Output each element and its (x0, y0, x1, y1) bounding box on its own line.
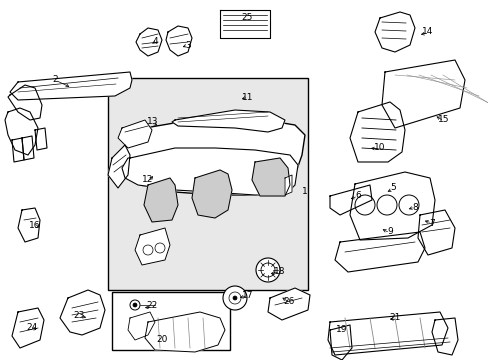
Polygon shape (136, 28, 162, 56)
Polygon shape (22, 136, 34, 160)
Circle shape (133, 303, 137, 307)
Polygon shape (12, 138, 24, 162)
Text: 25: 25 (241, 13, 252, 22)
Text: 13: 13 (147, 117, 159, 126)
Polygon shape (431, 318, 457, 355)
Polygon shape (18, 208, 40, 242)
Text: 10: 10 (373, 144, 385, 153)
Text: 19: 19 (336, 325, 347, 334)
Polygon shape (172, 110, 285, 132)
Circle shape (142, 245, 153, 255)
Polygon shape (417, 210, 454, 255)
Polygon shape (334, 232, 424, 272)
Polygon shape (349, 172, 434, 240)
Text: 8: 8 (411, 202, 417, 211)
Text: 17: 17 (242, 291, 253, 300)
Circle shape (223, 286, 246, 310)
Polygon shape (108, 145, 130, 188)
Polygon shape (374, 12, 414, 52)
Text: 1: 1 (302, 188, 307, 197)
Text: 7: 7 (428, 219, 434, 228)
Circle shape (232, 296, 237, 300)
Text: 21: 21 (388, 314, 400, 323)
Text: 20: 20 (156, 336, 167, 345)
Polygon shape (145, 312, 224, 352)
Bar (108, 78, 307, 290)
Text: 23: 23 (73, 311, 84, 320)
Polygon shape (118, 120, 305, 195)
Text: 16: 16 (29, 220, 41, 230)
Text: 4: 4 (152, 37, 158, 46)
Circle shape (155, 243, 164, 253)
Text: 26: 26 (283, 297, 294, 306)
Text: 5: 5 (389, 184, 395, 193)
Polygon shape (165, 26, 192, 56)
Text: 18: 18 (274, 267, 285, 276)
Circle shape (228, 292, 241, 304)
Polygon shape (12, 308, 44, 348)
Polygon shape (349, 102, 404, 162)
Polygon shape (122, 148, 297, 195)
Text: 2: 2 (52, 76, 58, 85)
Text: 15: 15 (437, 116, 449, 125)
Polygon shape (135, 228, 170, 265)
Polygon shape (8, 85, 42, 120)
Polygon shape (251, 158, 289, 196)
Bar (112, 292, 229, 350)
Circle shape (130, 300, 140, 310)
Polygon shape (329, 325, 351, 360)
Polygon shape (267, 288, 309, 320)
Text: 12: 12 (142, 175, 153, 184)
Text: 9: 9 (386, 228, 392, 237)
Polygon shape (381, 60, 464, 128)
Text: 6: 6 (354, 192, 360, 201)
Polygon shape (118, 120, 152, 148)
Text: 14: 14 (422, 27, 433, 36)
Polygon shape (329, 185, 371, 215)
Text: 22: 22 (146, 302, 157, 310)
Text: 3: 3 (185, 40, 190, 49)
Polygon shape (143, 178, 178, 222)
Polygon shape (60, 290, 105, 335)
Polygon shape (285, 175, 291, 195)
Polygon shape (192, 170, 231, 218)
Polygon shape (128, 312, 155, 340)
Polygon shape (5, 108, 38, 155)
Polygon shape (35, 128, 47, 150)
Text: 24: 24 (26, 324, 38, 333)
Circle shape (256, 258, 280, 282)
Text: 11: 11 (242, 93, 253, 102)
Polygon shape (220, 10, 269, 38)
Polygon shape (10, 72, 132, 100)
Polygon shape (327, 312, 447, 355)
